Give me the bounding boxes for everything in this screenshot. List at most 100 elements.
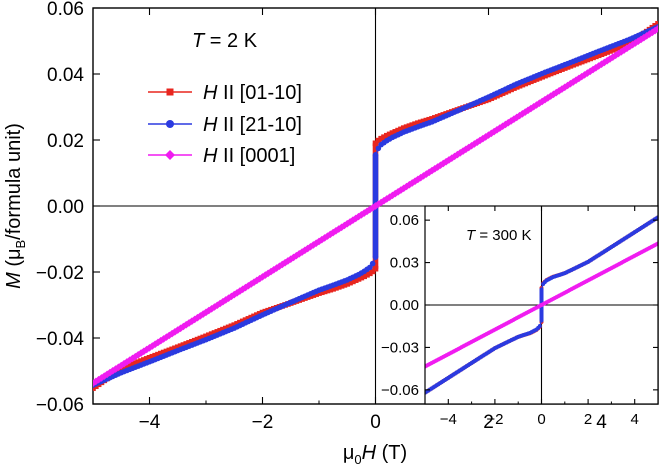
- y-tick-label: −0.03: [381, 339, 419, 356]
- data-point: [456, 149, 465, 157]
- data-point: [148, 342, 157, 350]
- data-point: [217, 327, 223, 334]
- data-point: [381, 134, 387, 140]
- data-point: [615, 44, 622, 51]
- data-point: [545, 71, 551, 78]
- data-point: [206, 332, 212, 339]
- data-point: [394, 188, 402, 196]
- data-point: [556, 67, 562, 74]
- data-point: [237, 319, 243, 326]
- data-point: [343, 219, 352, 228]
- data-point: [138, 358, 144, 364]
- data-point: [361, 273, 367, 280]
- y-tick-label: −0.02: [36, 263, 84, 284]
- data-point: [142, 345, 151, 354]
- data-point: [389, 130, 396, 136]
- data-point: [205, 306, 213, 315]
- data-point: [375, 137, 382, 144]
- data-point: [409, 122, 416, 128]
- data-point: [93, 379, 97, 388]
- data-point: [593, 53, 599, 60]
- data-point: [202, 308, 210, 317]
- data-point: [213, 301, 222, 310]
- data-point: [261, 271, 270, 279]
- data-point: [183, 341, 190, 347]
- series-2: [425, 241, 658, 369]
- data-point: [211, 330, 218, 336]
- data-point: [200, 334, 206, 341]
- legend-entry-0001: H II [0001]: [148, 145, 295, 167]
- data-point: [618, 43, 625, 50]
- data-point: [374, 200, 383, 209]
- data-point: [141, 357, 147, 363]
- x-tick-label: −4: [139, 412, 161, 433]
- data-point: [128, 354, 137, 363]
- x-axis-title: μ0H (T): [343, 442, 407, 467]
- data-point: [395, 127, 401, 134]
- data-point: [447, 154, 456, 162]
- data-point: [476, 136, 484, 145]
- data-point: [584, 56, 591, 63]
- data-point: [180, 342, 187, 348]
- data-point: [429, 116, 435, 122]
- legend: H II [01-10] H II [21-10] H II [0001]: [148, 82, 302, 167]
- data-point: [559, 66, 565, 72]
- data-point: [338, 283, 345, 289]
- data-point: [525, 79, 531, 86]
- data-point: [567, 63, 574, 69]
- svg-text:H II [21-10]: H II [21-10]: [203, 114, 302, 136]
- data-point: [511, 85, 517, 91]
- data-point: [519, 81, 526, 88]
- data-point: [224, 294, 233, 302]
- data-point: [426, 116, 432, 123]
- data-point: [597, 60, 606, 69]
- data-point: [403, 124, 410, 130]
- data-point: [125, 356, 134, 364]
- data-point: [479, 134, 487, 143]
- y-tick-label: 0.06: [390, 212, 419, 229]
- data-point: [190, 315, 199, 324]
- data-point: [419, 172, 428, 180]
- data-point: [590, 54, 596, 61]
- data-point: [171, 328, 179, 336]
- data-point: [352, 277, 359, 283]
- data-point: [462, 145, 470, 154]
- data-point: [420, 118, 427, 125]
- x-tick-label: 2: [483, 412, 494, 433]
- data-point: [329, 228, 337, 237]
- data-point: [405, 180, 414, 189]
- data-point: [319, 289, 325, 296]
- data-point: [176, 324, 185, 333]
- data-point: [203, 333, 209, 340]
- data-point: [158, 350, 164, 357]
- data-point: [332, 227, 340, 235]
- x-tick-label: 2: [584, 411, 592, 428]
- data-point: [439, 159, 448, 168]
- data-point: [143, 356, 150, 362]
- data-point: [512, 113, 521, 122]
- data-point: [412, 121, 418, 127]
- y-tick-label: 0.04: [47, 65, 84, 86]
- data-point: [564, 64, 571, 70]
- data-point: [467, 141, 476, 150]
- data-point: [399, 184, 408, 193]
- data-point: [174, 344, 181, 351]
- data-point: [360, 209, 368, 217]
- data-point: [428, 166, 436, 175]
- data-point: [384, 132, 390, 139]
- data-point: [578, 58, 585, 65]
- data-point: [367, 270, 373, 277]
- data-point: [391, 189, 400, 198]
- data-point: [316, 290, 322, 296]
- data-point: [312, 239, 320, 248]
- data-point: [315, 237, 323, 246]
- data-point: [103, 370, 111, 379]
- data-point: [188, 317, 196, 325]
- data-point: [341, 282, 348, 288]
- data-point: [423, 117, 430, 124]
- data-point: [392, 129, 399, 135]
- data-point: [132, 360, 139, 367]
- data-point: [214, 329, 221, 335]
- data-point: [208, 331, 215, 337]
